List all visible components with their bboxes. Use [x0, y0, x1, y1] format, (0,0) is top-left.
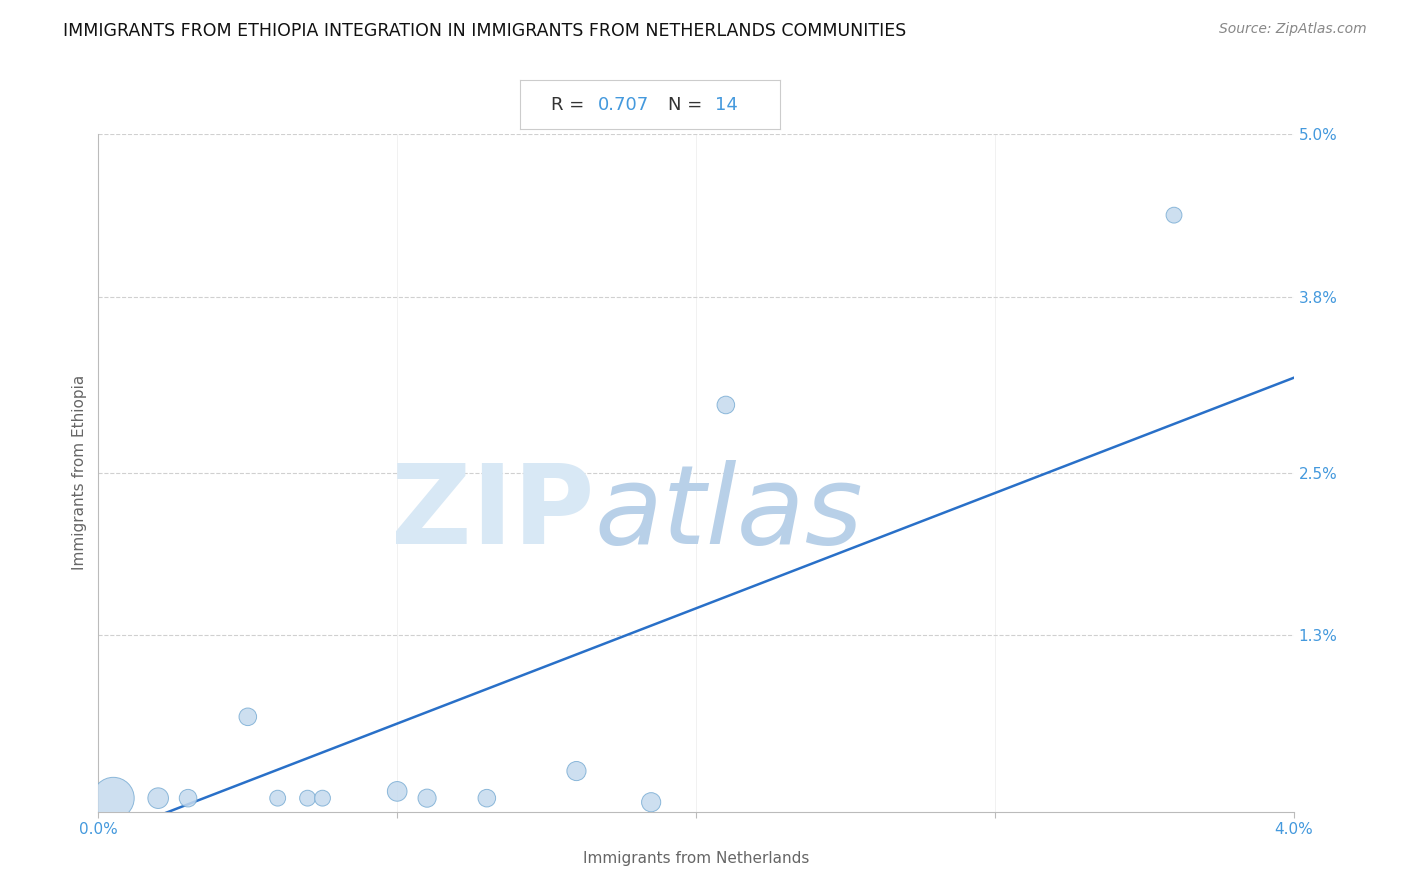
Point: [103, 791, 125, 805]
X-axis label: Immigrants from Netherlands: Immigrants from Netherlands: [582, 851, 810, 866]
Point: [148, 791, 170, 805]
Text: IMMIGRANTS FROM ETHIOPIA INTEGRATION IN IMMIGRANTS FROM NETHERLANDS COMMUNITIES: IMMIGRANTS FROM ETHIOPIA INTEGRATION IN …: [63, 22, 907, 40]
Text: 14: 14: [716, 95, 738, 114]
Point: [236, 710, 259, 724]
Text: 0.707: 0.707: [599, 95, 650, 114]
Point: [475, 791, 498, 805]
Text: N =: N =: [668, 95, 709, 114]
Point: [177, 791, 200, 805]
Y-axis label: Immigrants from Ethiopia: Immigrants from Ethiopia: [72, 376, 87, 570]
Point: [565, 764, 588, 778]
Point: [385, 784, 409, 798]
Text: ZIP: ZIP: [391, 460, 595, 567]
Point: [640, 795, 662, 809]
Point: [1163, 208, 1185, 222]
Text: R =: R =: [551, 95, 591, 114]
Point: [714, 398, 737, 412]
Text: atlas: atlas: [595, 460, 863, 567]
Point: [416, 791, 439, 805]
Point: [267, 791, 290, 805]
Point: [297, 791, 319, 805]
Text: Source: ZipAtlas.com: Source: ZipAtlas.com: [1219, 22, 1367, 37]
Point: [311, 791, 333, 805]
